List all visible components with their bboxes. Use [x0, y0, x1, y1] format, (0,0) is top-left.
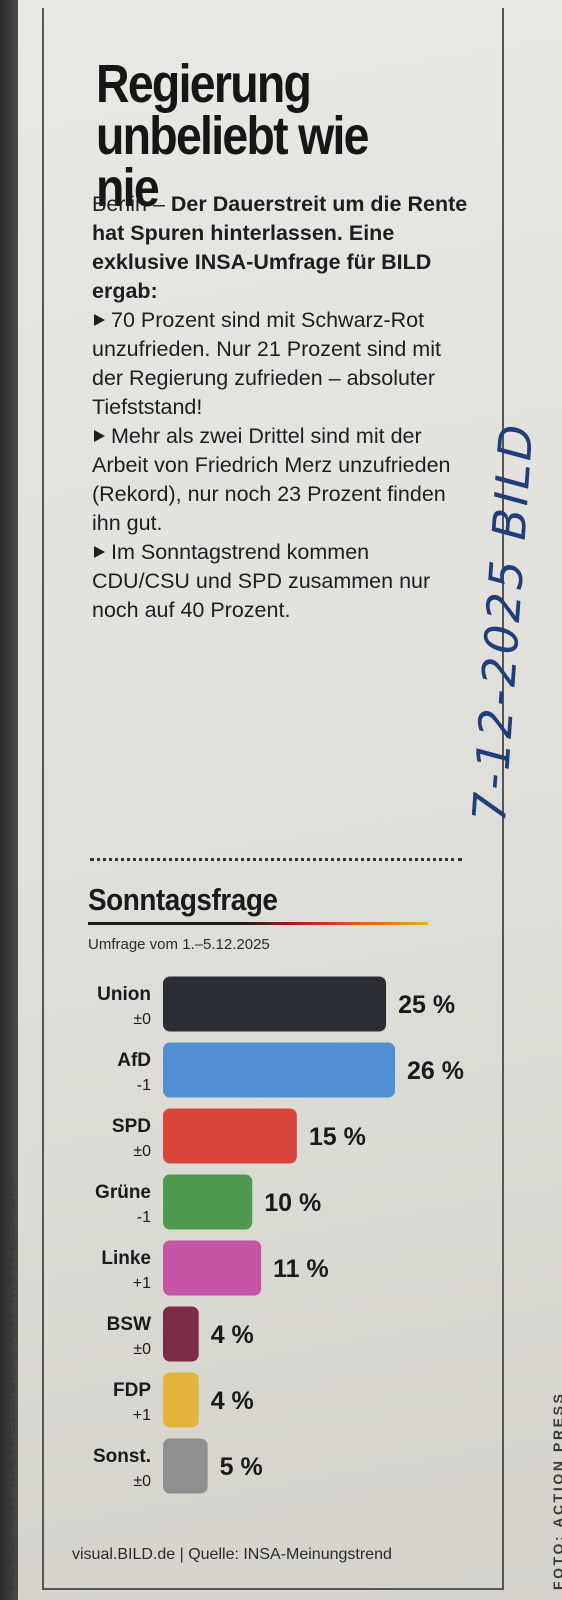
- value-label-gruene: 10 %: [264, 1189, 321, 1217]
- headline: Regierung unbeliebt wie nie: [96, 57, 423, 215]
- party-label-sonst: Sonst.: [93, 1446, 151, 1467]
- chart-subtitle: Umfrage vom 1.–5.12.2025: [88, 936, 270, 953]
- party-label-gruene: Grüne: [95, 1182, 151, 1203]
- bar-union: [163, 976, 387, 1032]
- value-label-linke: 11 %: [273, 1255, 329, 1283]
- bullet-item-3: Im Sonntagstrend kommen CDU/CSU und SPD …: [92, 538, 472, 625]
- value-label-afd: 26 %: [407, 1057, 464, 1085]
- page-left-edge: [0, 0, 18, 1600]
- bar-gruene: [163, 1174, 253, 1230]
- bar-spd: [163, 1108, 297, 1164]
- bullet-item-1: 70 Prozent sind mit Schwarz-Rot unzufrie…: [92, 306, 472, 422]
- bar-fdp: [163, 1372, 199, 1428]
- bullet-triangle-icon: [94, 314, 105, 326]
- article-column-frame: [42, 8, 504, 1590]
- bar-bsw: [163, 1306, 199, 1362]
- lead-intro: Der Dauerstreit um die Rente hat Spuren …: [92, 192, 468, 303]
- bullet-triangle-icon: [94, 546, 105, 558]
- change-label-bsw: ±0: [133, 1341, 151, 1358]
- party-label-fdp: FDP: [113, 1380, 151, 1401]
- change-label-afd: -1: [137, 1077, 151, 1094]
- article-lead: Berlin – Der Dauerstreit um die Rente ha…: [92, 190, 472, 625]
- bullet-item-2: Mehr als zwei Drittel sind mit der Arbei…: [92, 422, 472, 538]
- change-label-spd: ±0: [133, 1143, 151, 1160]
- value-label-bsw: 4 %: [211, 1321, 254, 1349]
- headline-line-2: unbeliebt wie nie: [96, 106, 370, 218]
- bar-sonst: [163, 1438, 208, 1494]
- change-label-fdp: +1: [133, 1407, 151, 1424]
- lead-city: Berlin –: [92, 192, 165, 216]
- change-label-union: ±0: [133, 1011, 151, 1028]
- headline-line-1: Regierung: [96, 54, 312, 114]
- value-label-fdp: 4 %: [211, 1387, 254, 1415]
- party-label-union: Union: [97, 984, 151, 1005]
- party-label-afd: AfD: [117, 1050, 151, 1071]
- party-label-spd: SPD: [112, 1116, 151, 1137]
- value-label-spd: 15 %: [309, 1123, 366, 1151]
- bar-afd: [163, 1042, 395, 1098]
- change-label-linke: +1: [133, 1275, 151, 1292]
- party-label-linke: Linke: [101, 1248, 151, 1269]
- value-label-union: 25 %: [398, 991, 455, 1019]
- bullet-text-1: 70 Prozent sind mit Schwarz-Rot unzufrie…: [92, 308, 441, 419]
- bullet-text-3: Im Sonntagstrend kommen CDU/CSU und SPD …: [92, 540, 431, 622]
- change-label-gruene: -1: [137, 1209, 151, 1226]
- dotted-divider: [90, 858, 462, 861]
- newspaper-page: [18, 0, 562, 1600]
- flag-color-rule: [88, 922, 428, 925]
- change-label-sonst: ±0: [133, 1473, 151, 1490]
- party-label-bsw: BSW: [107, 1314, 151, 1335]
- bar-linke: [163, 1240, 262, 1296]
- bullet-triangle-icon: [94, 430, 105, 442]
- value-label-sonst: 5 %: [220, 1453, 263, 1481]
- chart-title: Sonntagsfrage: [88, 882, 278, 917]
- chart-source: visual.BILD.de | Quelle: INSA-Meinungstr…: [72, 1546, 392, 1563]
- bullet-text-2: Mehr als zwei Drittel sind mit der Arbei…: [92, 424, 451, 535]
